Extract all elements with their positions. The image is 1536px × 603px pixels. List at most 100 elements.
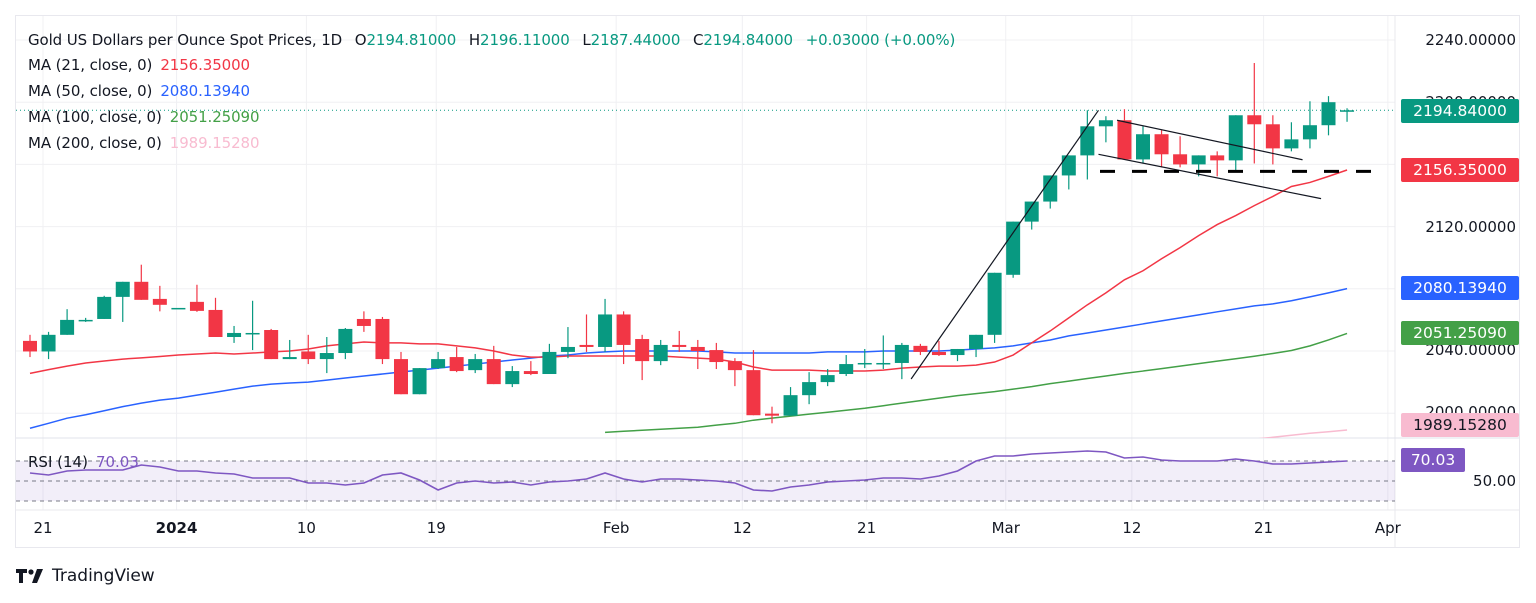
candle	[690, 339, 705, 370]
candle	[189, 284, 204, 312]
ma200-label: MA (200, close, 0)	[28, 134, 162, 152]
candle-body	[208, 309, 223, 338]
candle	[1006, 221, 1021, 278]
candle-body	[1043, 175, 1058, 202]
candle-body	[97, 296, 112, 319]
ma50-legend[interactable]: MA (50, close, 0) 2080.13940	[28, 82, 250, 100]
candle-body	[1061, 155, 1076, 176]
candle	[802, 372, 817, 405]
ohlc-legend: Gold US Dollars per Ounce Spot Prices, 1…	[28, 31, 955, 49]
candle	[839, 355, 854, 377]
candle-body	[542, 351, 557, 375]
candle-body	[486, 359, 501, 385]
candle	[1098, 116, 1113, 143]
candle-body	[820, 375, 835, 383]
flag-lower-trendline	[1098, 153, 1322, 200]
candle	[523, 361, 538, 376]
candle	[746, 350, 761, 416]
rsi-price-tag: 70.03	[1401, 448, 1465, 472]
candle-body	[134, 281, 149, 300]
candlesticks	[23, 63, 1355, 424]
candle-body	[1006, 221, 1021, 275]
candle	[709, 342, 724, 370]
candle	[468, 353, 483, 374]
candle-body	[319, 353, 334, 360]
candle-body	[523, 371, 538, 375]
candle-body	[468, 359, 483, 371]
date-tick: Mar	[991, 519, 1020, 537]
open-value: 2194.81000	[366, 31, 457, 49]
candle	[1284, 122, 1299, 152]
ma100-value: 2051.25090	[169, 108, 260, 126]
candle	[1080, 110, 1095, 180]
candle-body	[1284, 139, 1299, 149]
ma100-legend[interactable]: MA (100, close, 0) 2051.25090	[28, 108, 260, 126]
ma200-legend[interactable]: MA (200, close, 0) 1989.15280	[28, 134, 260, 152]
candle-body	[857, 362, 872, 365]
close-label: C	[692, 31, 704, 49]
date-tick: 10	[296, 519, 316, 537]
candle-body	[449, 357, 464, 372]
symbol-title: Gold US Dollars per Ounce Spot Prices, 1…	[28, 31, 343, 49]
candle-body	[579, 344, 594, 347]
candle	[969, 334, 984, 358]
candle	[301, 334, 316, 365]
moving-averages	[16, 109, 1395, 438]
candle	[97, 295, 112, 319]
ma200-price-tag: 1989.15280	[1401, 413, 1519, 437]
candle-body	[783, 395, 798, 416]
open-label: O	[354, 31, 367, 49]
ma21-legend[interactable]: MA (21, close, 0) 2156.35000	[28, 56, 250, 74]
candle	[765, 406, 779, 424]
close-value: 2194.84000	[703, 31, 794, 49]
high-label: H	[468, 31, 481, 49]
price-tick: 2120.00000	[1425, 218, 1516, 236]
date-tick: 19	[426, 519, 446, 537]
ma200-line	[1258, 429, 1348, 438]
candle	[208, 297, 223, 338]
date-tick: Feb	[602, 519, 630, 537]
candle-body	[1340, 110, 1355, 112]
rsi-legend[interactable]: RSI (14) 70.03	[28, 453, 139, 471]
ma50-value: 2080.13940	[160, 82, 250, 100]
candle-body	[802, 382, 817, 396]
candle	[987, 272, 1002, 343]
candle	[913, 343, 928, 356]
candle-body	[375, 318, 390, 360]
candle-body	[115, 281, 130, 297]
candle-body	[1117, 120, 1132, 160]
date-tick: Apr	[1374, 519, 1401, 537]
candle	[245, 300, 260, 351]
candle-body	[1136, 134, 1150, 160]
rsi-value: 70.03	[95, 453, 139, 471]
candle-body	[171, 307, 186, 310]
price-tick: 2040.00000	[1425, 341, 1516, 359]
date-tick: 21	[33, 519, 53, 537]
candle-body	[727, 361, 742, 371]
candle	[931, 340, 946, 356]
candle	[60, 309, 75, 335]
candle-body	[672, 344, 687, 347]
candle-body	[1265, 124, 1280, 149]
candle	[635, 334, 650, 381]
candle	[431, 351, 446, 370]
candle	[78, 317, 93, 322]
ma50-line	[29, 287, 1348, 430]
candle	[616, 311, 631, 365]
candle-body	[1247, 115, 1262, 125]
candle	[1321, 96, 1336, 136]
candle-body	[876, 362, 891, 365]
candle	[579, 314, 594, 352]
candle-body	[709, 350, 724, 363]
rsi-line	[29, 450, 1348, 492]
candle	[1117, 109, 1132, 160]
tradingview-logo[interactable]: TradingView	[16, 566, 155, 586]
candle-body	[1228, 115, 1243, 161]
candle	[894, 342, 909, 380]
candle	[505, 366, 520, 388]
candle-body	[987, 272, 1002, 335]
ma50-label: MA (50, close, 0)	[28, 82, 153, 100]
candle-body	[78, 319, 93, 322]
candle-body	[1098, 120, 1113, 127]
